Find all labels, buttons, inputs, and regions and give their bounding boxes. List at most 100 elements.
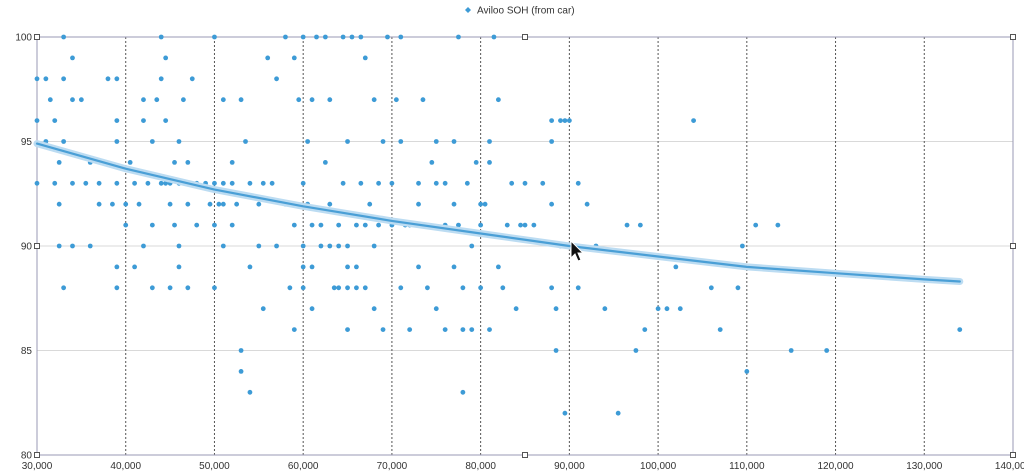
data-point	[141, 243, 146, 249]
data-point	[269, 180, 275, 186]
selection-handle	[522, 452, 528, 458]
data-point	[163, 180, 169, 186]
data-point	[487, 327, 492, 332]
data-point	[553, 306, 559, 312]
data-point	[167, 285, 173, 291]
data-point	[336, 243, 342, 249]
data-point	[300, 243, 306, 249]
data-point	[371, 243, 377, 249]
data-point	[309, 264, 315, 270]
data-point	[61, 34, 67, 40]
data-point	[735, 285, 741, 291]
data-point	[167, 201, 173, 207]
data-point	[775, 222, 781, 228]
legend-marker	[465, 7, 471, 13]
data-point	[149, 222, 155, 228]
x-tick-label: 100,000	[640, 461, 677, 472]
data-point	[677, 306, 683, 312]
data-point	[136, 201, 142, 207]
data-point	[469, 327, 475, 332]
data-point	[309, 306, 315, 312]
data-point	[176, 243, 182, 249]
y-tick-label: 95	[21, 137, 33, 148]
data-point	[642, 327, 648, 332]
data-point	[238, 369, 244, 374]
data-point	[300, 285, 306, 291]
data-point	[158, 34, 164, 40]
data-point	[132, 180, 138, 186]
data-point	[456, 34, 461, 40]
data-point	[70, 55, 75, 61]
data-point	[460, 285, 466, 291]
data-point	[300, 34, 306, 40]
data-point	[212, 285, 217, 291]
data-point	[442, 180, 448, 186]
data-point	[473, 160, 479, 165]
data-point	[229, 160, 235, 165]
data-point	[287, 285, 293, 291]
data-point	[327, 97, 333, 103]
x-tick-label: 80,000	[465, 461, 496, 472]
data-point	[172, 160, 177, 165]
data-point	[96, 201, 102, 207]
x-tick-label: 70,000	[377, 461, 408, 472]
data-point	[127, 160, 133, 165]
data-point	[478, 222, 484, 228]
data-point	[478, 201, 484, 207]
data-point	[429, 160, 435, 165]
data-point	[376, 180, 381, 186]
data-point	[416, 264, 421, 270]
data-point	[491, 34, 497, 40]
data-point	[176, 264, 182, 270]
data-point	[389, 180, 395, 186]
x-tick-label: 110,000	[729, 461, 765, 472]
data-point	[70, 97, 75, 103]
data-point	[185, 285, 191, 291]
legend: Aviloo SOH (from car)	[465, 6, 575, 17]
selection-handle	[34, 452, 40, 458]
data-point	[336, 222, 342, 228]
data-point	[354, 285, 359, 291]
legend-label: Aviloo SOH (from car)	[477, 6, 575, 17]
data-point	[238, 348, 244, 353]
data-point	[624, 222, 630, 228]
data-point	[393, 97, 399, 103]
data-point	[495, 97, 501, 103]
data-point	[331, 285, 337, 291]
data-point	[398, 139, 404, 144]
data-point	[309, 222, 315, 228]
data-point	[274, 243, 279, 249]
data-point	[456, 222, 461, 228]
data-point	[70, 243, 75, 249]
data-point	[260, 306, 266, 312]
data-point	[744, 369, 750, 374]
data-point	[274, 76, 279, 82]
data-point	[345, 139, 350, 144]
selection-handle	[522, 34, 528, 40]
data-point	[340, 180, 346, 186]
data-point	[114, 76, 120, 82]
data-point	[717, 327, 723, 332]
data-point	[114, 180, 120, 186]
data-point	[349, 34, 355, 40]
data-point	[562, 118, 568, 123]
data-point	[229, 222, 235, 228]
data-point	[61, 139, 67, 144]
data-point	[123, 222, 129, 228]
data-point	[172, 222, 177, 228]
x-tick-label: 90,000	[554, 461, 585, 472]
data-point	[957, 327, 963, 332]
data-point	[562, 410, 568, 416]
data-point	[513, 306, 519, 312]
data-point	[371, 306, 377, 312]
data-point	[238, 97, 244, 103]
data-point	[522, 180, 528, 186]
data-point	[145, 180, 151, 186]
data-point	[305, 139, 311, 144]
x-tick-label: 120,000	[817, 461, 854, 472]
data-point	[327, 201, 333, 207]
data-point	[260, 180, 266, 186]
data-point	[345, 264, 350, 270]
x-tick-label: 40,000	[110, 461, 141, 472]
